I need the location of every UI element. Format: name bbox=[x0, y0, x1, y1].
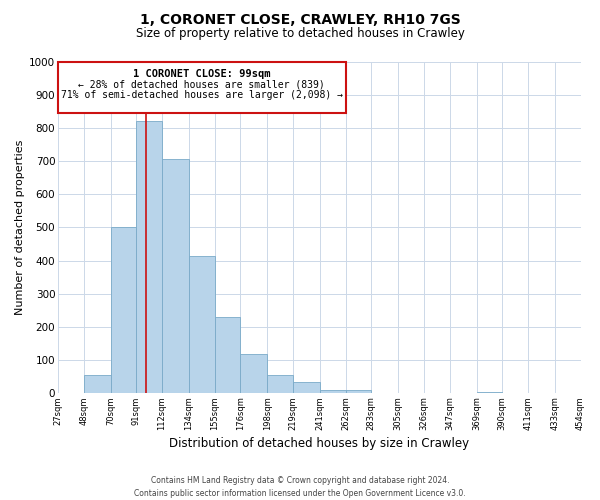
Bar bbox=[346, 390, 371, 394]
Text: Size of property relative to detached houses in Crawley: Size of property relative to detached ho… bbox=[136, 28, 464, 40]
Bar bbox=[293, 382, 320, 394]
Bar bbox=[476, 392, 502, 394]
Text: 1, CORONET CLOSE, CRAWLEY, RH10 7GS: 1, CORONET CLOSE, CRAWLEY, RH10 7GS bbox=[140, 12, 460, 26]
Text: ← 28% of detached houses are smaller (839): ← 28% of detached houses are smaller (83… bbox=[79, 80, 325, 90]
Bar bbox=[215, 317, 241, 394]
Bar bbox=[189, 256, 215, 394]
Bar bbox=[110, 228, 136, 394]
Text: 71% of semi-detached houses are larger (2,098) →: 71% of semi-detached houses are larger (… bbox=[61, 90, 343, 101]
Text: Contains HM Land Registry data © Crown copyright and database right 2024.
Contai: Contains HM Land Registry data © Crown c… bbox=[134, 476, 466, 498]
Bar bbox=[267, 375, 293, 394]
Bar bbox=[241, 354, 267, 394]
FancyBboxPatch shape bbox=[58, 62, 346, 113]
Y-axis label: Number of detached properties: Number of detached properties bbox=[15, 140, 25, 315]
X-axis label: Distribution of detached houses by size in Crawley: Distribution of detached houses by size … bbox=[169, 437, 469, 450]
Bar bbox=[320, 390, 346, 394]
Bar bbox=[162, 160, 189, 394]
Text: 1 CORONET CLOSE: 99sqm: 1 CORONET CLOSE: 99sqm bbox=[133, 69, 271, 79]
Bar bbox=[84, 375, 110, 394]
Bar bbox=[136, 121, 162, 394]
